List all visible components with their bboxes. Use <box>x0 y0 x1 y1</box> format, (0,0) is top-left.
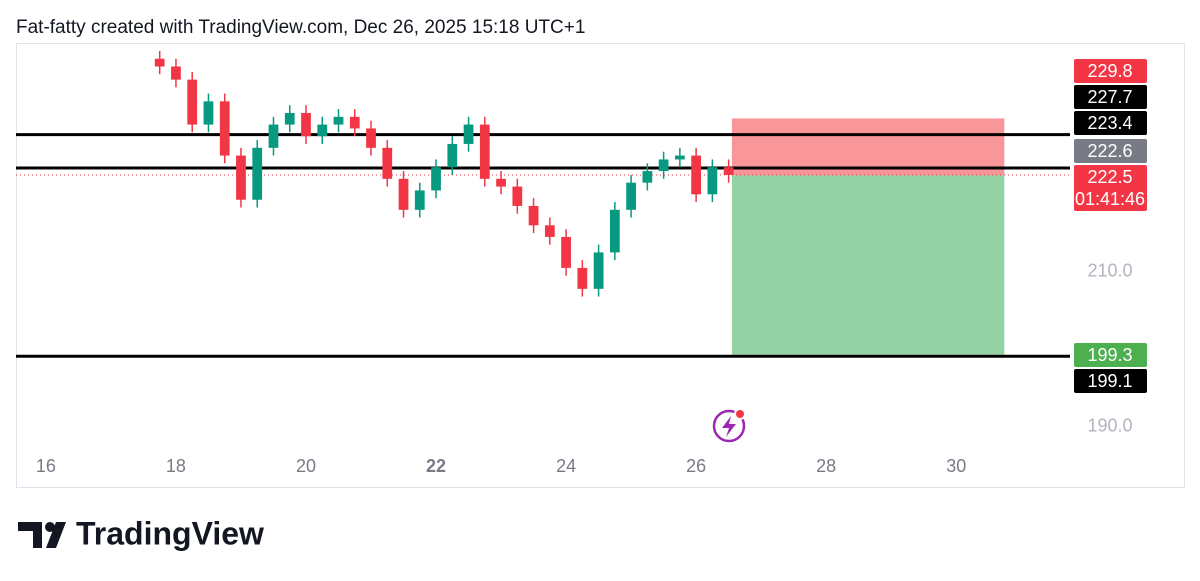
candle-body <box>431 167 441 191</box>
candle-body <box>463 124 474 144</box>
candle-body <box>642 171 653 183</box>
candle-body <box>366 128 376 148</box>
candle-body <box>691 155 702 195</box>
line-price-label-bg <box>1074 85 1147 109</box>
candle-body <box>577 267 588 289</box>
target-price-label-bg <box>1074 343 1147 367</box>
candle-body <box>333 116 344 125</box>
candle-body <box>284 112 295 125</box>
line-price-label: 199.1 <box>1087 371 1132 391</box>
candle-body <box>723 167 734 175</box>
alert-price-label: 222.6 <box>1087 141 1132 161</box>
line-price-label-bg <box>1074 369 1147 393</box>
y-tick-label: 190.0 <box>1087 416 1132 436</box>
stop-price-label-bg <box>1074 59 1147 83</box>
candle-body <box>268 124 279 148</box>
x-tick-label: 24 <box>556 456 576 476</box>
candle-body <box>252 147 263 200</box>
candle-body <box>414 190 425 210</box>
candle-body <box>382 147 393 179</box>
line-price-label-bg <box>1074 111 1147 135</box>
candle-body <box>154 58 165 67</box>
x-tick-label: 30 <box>946 456 966 476</box>
brand-name: TradingView <box>76 515 264 551</box>
candle-body <box>187 79 198 125</box>
candle-body <box>301 112 311 137</box>
x-tick-label: 18 <box>166 456 186 476</box>
stop-price-label: 229.8 <box>1087 61 1132 81</box>
current-price-bg <box>1074 165 1147 211</box>
candle-body <box>674 155 685 160</box>
candle-body <box>203 101 214 125</box>
x-tick-label: 26 <box>686 456 706 476</box>
candle-body <box>561 236 571 268</box>
x-tick-label: 22 <box>426 456 446 476</box>
stop-zone <box>731 118 1005 175</box>
candle-body <box>593 252 604 289</box>
candle-body <box>317 124 328 137</box>
x-tick-label: 16 <box>36 456 56 476</box>
target-price-label: 199.3 <box>1087 345 1132 365</box>
plot-area <box>16 50 1070 358</box>
line-price-label: 223.4 <box>1087 113 1132 133</box>
candle-body <box>447 143 458 168</box>
countdown-label: 01:41:46 <box>1075 189 1145 209</box>
y-tick-label: 210.0 <box>1087 261 1132 281</box>
candle-body <box>658 159 669 172</box>
chart-frame <box>16 43 1185 488</box>
x-tick-label: 28 <box>816 456 836 476</box>
x-tick-label: 20 <box>296 456 316 476</box>
brand-logo <box>18 522 66 548</box>
candle-body <box>512 186 523 206</box>
candle-body <box>219 101 230 156</box>
candle-body <box>707 167 718 195</box>
candle-body <box>236 155 246 200</box>
candle-body <box>609 209 620 253</box>
candle-body <box>496 178 506 187</box>
header-title: Fat-fatty created with TradingView.com, … <box>16 17 585 38</box>
candle-body <box>398 178 409 210</box>
line-price-label: 227.7 <box>1087 87 1132 107</box>
alert-price-label-bg <box>1074 139 1147 163</box>
candle-body <box>479 124 490 179</box>
replay-icon <box>712 408 746 443</box>
current-price-label: 222.5 <box>1087 167 1132 187</box>
candle-body <box>171 66 181 80</box>
target-zone <box>731 174 1005 355</box>
candle-body <box>544 225 555 237</box>
candle-body <box>349 116 360 129</box>
candle-body <box>626 182 636 210</box>
candle-body <box>528 205 539 226</box>
